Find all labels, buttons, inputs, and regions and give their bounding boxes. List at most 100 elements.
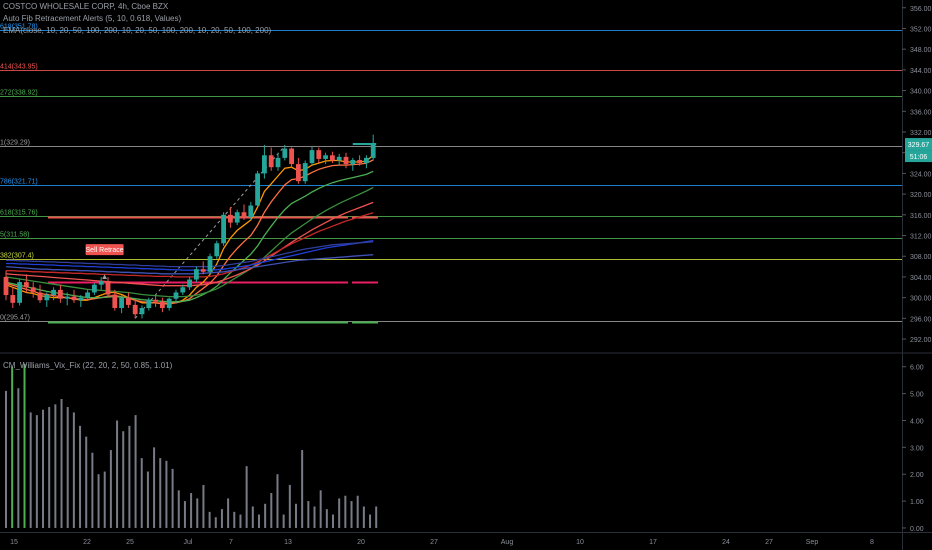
- vix-fix-bar: [270, 493, 273, 528]
- candle-body: [112, 294, 118, 308]
- fib-level-label: 1(329.29): [0, 140, 30, 147]
- vix-fix-bar: [140, 458, 143, 528]
- symbol-title[interactable]: COSTCO WHOLESALE CORP, 4h, Cboe BZX: [3, 2, 169, 11]
- vix-fix-bar: [134, 415, 137, 528]
- vix-fix-bar: [239, 514, 242, 528]
- candle-body: [357, 159, 362, 164]
- vix-fix-bar: [116, 420, 119, 528]
- candle-body: [119, 297, 124, 308]
- candle-body: [17, 282, 22, 303]
- countdown-label: 51:06: [910, 154, 928, 161]
- time-tick-label: 13: [284, 539, 292, 546]
- price-tick-label: 324.00: [910, 171, 932, 178]
- vix-fix-bar: [264, 503, 267, 528]
- candle-body: [180, 287, 186, 293]
- vix-fix-bar: [233, 511, 236, 528]
- last-price-badge: [905, 138, 932, 151]
- time-tick-label: Jul: [184, 539, 193, 546]
- fib-level-label: 382(307.4): [0, 253, 34, 260]
- time-tick-label: 17: [649, 539, 657, 546]
- vix-fix-bar: [97, 474, 100, 528]
- vix-fix-bar: [301, 450, 304, 528]
- candle-body: [262, 155, 267, 174]
- vix-fix-bar: [60, 398, 63, 528]
- fib-indicator-title[interactable]: Auto Fib Retracement Alerts (5, 10, 0.61…: [3, 14, 182, 23]
- candle-body: [248, 205, 254, 217]
- candle-body: [234, 212, 240, 223]
- fib-level-label: 0(295.47): [0, 315, 30, 322]
- indicator-axis[interactable]: 0.00 1.00 2.00 3.00 4.00 5.00 6.00: [902, 365, 924, 533]
- candle-body: [24, 282, 29, 288]
- time-tick-label: 20: [357, 539, 365, 546]
- vix-fix-bar: [17, 388, 20, 528]
- candle-body: [350, 159, 356, 165]
- indicator-tick-label: 0.00: [910, 526, 924, 533]
- indicator-tick-label: 6.00: [910, 365, 924, 372]
- vix-fix-bar: [165, 460, 168, 528]
- vix-fix-bar: [251, 506, 254, 528]
- price-tick-label: 304.00: [910, 275, 932, 282]
- vix-fix-bar: [48, 407, 51, 528]
- price-tick-label: 308.00: [910, 254, 932, 261]
- time-tick-label: Aug: [501, 539, 514, 546]
- time-axis[interactable]: 15 22 25 Jul 7 13 20 27 Aug 10 17 24 27 Sep 8: [10, 539, 874, 546]
- vix-fix-bar: [307, 501, 310, 528]
- fib-level-label: 618(315.76): [0, 210, 38, 217]
- price-tick-label: 332.00: [910, 130, 932, 137]
- candle-body: [139, 308, 145, 315]
- price-tick-label: 316.00: [910, 213, 932, 220]
- retracement-connector: [134, 145, 286, 319]
- vix-fix-bar: [208, 511, 211, 528]
- fib-levels: 618(351.78) 414(343.95) 272(338.92) 1(329.2…: [0, 24, 902, 324]
- indicator-tick-label: 5.00: [910, 392, 924, 399]
- candle-body: [64, 296, 70, 299]
- price-axis[interactable]: 292.00 296.00 300.00 304.00 308.00 312.00 316.…: [902, 6, 932, 344]
- time-tick-label: 22: [83, 539, 91, 546]
- candle-body: [336, 156, 342, 161]
- price-tick-label: 296.00: [910, 316, 932, 323]
- candle-body: [146, 299, 152, 308]
- candle-body: [228, 214, 233, 223]
- price-tick-label: 320.00: [910, 192, 932, 199]
- vix-fix-bar: [171, 468, 174, 528]
- candle-body: [153, 299, 158, 302]
- vix-fix-bar: [54, 404, 57, 528]
- candle-body: [3, 276, 9, 296]
- vix-fix-bar: [319, 490, 322, 528]
- candle-body: [370, 144, 376, 158]
- candle-body: [30, 287, 36, 293]
- candle-body: [214, 243, 220, 257]
- vix-fix-bar: [350, 501, 353, 528]
- vix-fix-bar: [109, 450, 112, 528]
- fib-level-label: 786(321.71): [0, 179, 38, 186]
- candle-body: [282, 148, 288, 158]
- vix-fix-bar: [344, 495, 347, 528]
- candle-body: [255, 173, 260, 206]
- vix-fix-bar: [153, 447, 156, 528]
- ema-line: [6, 240, 374, 271]
- indicator-tick-label: 2.00: [910, 472, 924, 479]
- candle-body: [58, 289, 63, 299]
- vix-fix-bar: [42, 409, 45, 528]
- candle-body: [98, 281, 104, 285]
- candle-body: [207, 256, 213, 272]
- time-tick-label: 24: [722, 539, 730, 546]
- vix-fix-title[interactable]: CM_Williams_Vix_Fix (22, 20, 2, 50, 0.85…: [3, 361, 173, 370]
- ema-indicator-title[interactable]: EMA(close, 10, 20, 50, 100, 200, 10, 20,…: [3, 26, 272, 35]
- candles: [3, 134, 377, 319]
- candle-body: [323, 155, 328, 159]
- vix-fix-bar: [245, 466, 248, 528]
- vix-fix-bar: [146, 471, 149, 528]
- vix-fix-bar: [128, 425, 131, 528]
- candle-body: [10, 295, 16, 303]
- price-tick-label: 344.00: [910, 68, 932, 75]
- candle-body: [316, 150, 322, 159]
- countdown-badge: [905, 150, 932, 163]
- time-tick-label: 10: [576, 539, 584, 546]
- time-tick-label: 27: [765, 539, 773, 546]
- candle-body: [126, 297, 131, 305]
- vix-fix-bar: [85, 436, 88, 528]
- candle-body: [44, 295, 50, 301]
- candle-body: [289, 148, 294, 165]
